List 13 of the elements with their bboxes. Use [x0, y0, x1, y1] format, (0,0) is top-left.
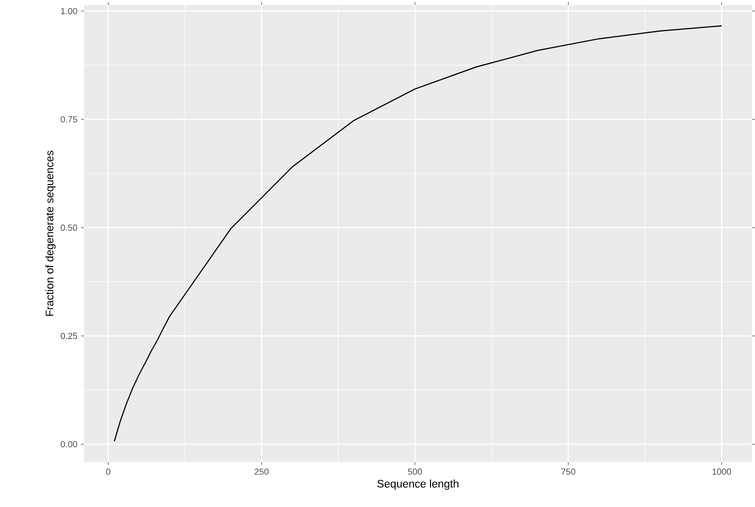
y-tick-label: 1.00 [61, 8, 78, 14]
x-tick-label: 500 [408, 468, 422, 475]
x-tick-label: 0 [106, 468, 110, 475]
y-tick-label: 0.00 [60, 441, 78, 448]
x-tick-label: 750 [561, 468, 576, 475]
x-axis-title: Sequence length [377, 480, 458, 490]
x-tick-label: 1000 [712, 468, 732, 475]
x-tick-label: 250 [254, 468, 269, 475]
y-tick-label: 0.50 [60, 224, 78, 231]
y-tick-label: 0.25 [60, 332, 78, 340]
y-axis-title: Fraction of degenerate sequences [45, 150, 56, 316]
line-series [114, 25, 722, 442]
y-tick-label: 0.75 [60, 116, 78, 122]
